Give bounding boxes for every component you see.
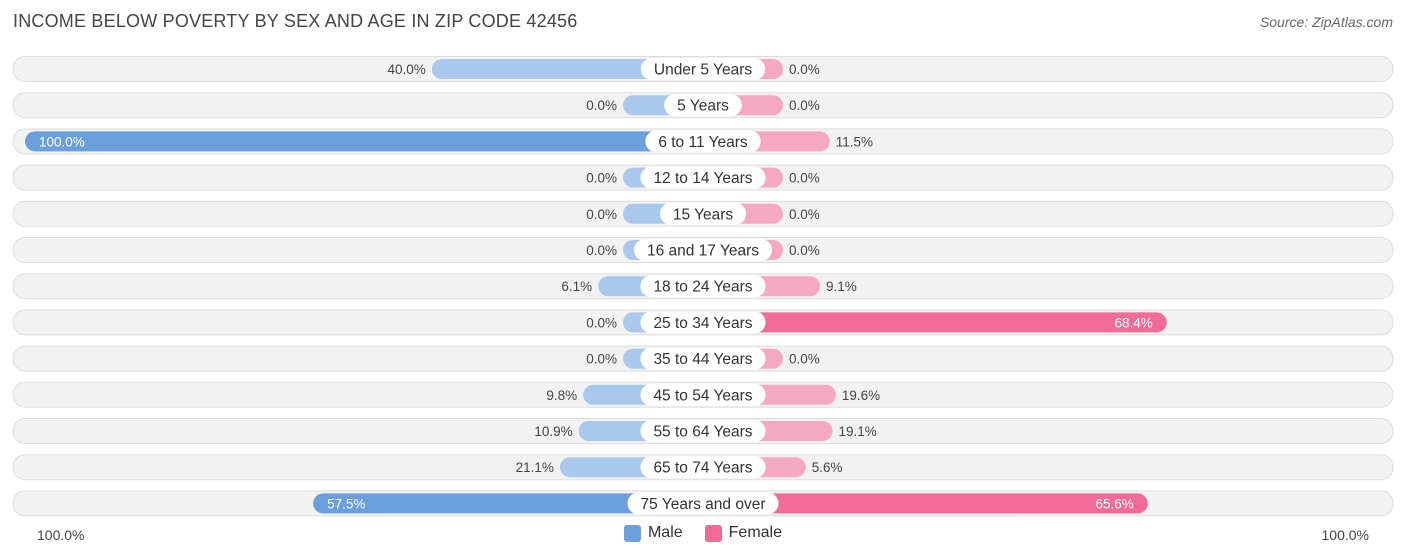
category-label-pill bbox=[640, 58, 766, 80]
legend-swatch-female bbox=[704, 524, 722, 542]
value-label-male: 0.0% bbox=[586, 171, 617, 186]
value-label-male: 57.5% bbox=[327, 496, 365, 511]
value-label-male: 0.0% bbox=[586, 98, 617, 113]
value-label-female: 0.0% bbox=[789, 243, 820, 258]
category-label: 15 Years bbox=[673, 206, 734, 223]
value-label-female: 0.0% bbox=[789, 171, 820, 186]
bar-male bbox=[431, 59, 703, 79]
category-label-pill bbox=[640, 311, 766, 334]
value-label-female: 5.6% bbox=[812, 460, 843, 475]
bar-female bbox=[703, 312, 1167, 333]
bar-male bbox=[25, 131, 703, 152]
category-label-pill bbox=[640, 166, 766, 189]
value-label-male: 9.8% bbox=[546, 388, 577, 403]
value-label-male: 0.0% bbox=[586, 315, 617, 330]
category-label-pill bbox=[640, 275, 766, 298]
category-label-pill bbox=[645, 130, 761, 153]
category-label-pill bbox=[640, 347, 766, 370]
category-label: 35 to 44 Years bbox=[653, 351, 752, 368]
value-label-male: 0.0% bbox=[586, 352, 617, 367]
value-label-male: 6.1% bbox=[561, 279, 592, 294]
legend-swatch-male bbox=[623, 524, 641, 542]
value-label-female: 0.0% bbox=[789, 207, 820, 222]
category-label-pill bbox=[640, 420, 766, 442]
chart-title: INCOME BELOW POVERTY BY SEX AND AGE IN Z… bbox=[13, 11, 578, 31]
category-label-pill bbox=[640, 383, 766, 406]
chart-source: Source: ZipAtlas.com bbox=[1259, 14, 1393, 30]
value-label-male: 21.1% bbox=[516, 460, 554, 475]
chart-area: Under 5 Years 40.0% 0.0% 5 Years 0.0% 0.0% 6 t… bbox=[12, 56, 1394, 517]
value-label-female: 19.6% bbox=[842, 388, 880, 403]
legend-label-male: Male bbox=[647, 524, 683, 541]
legend-item-female[interactable]: Female bbox=[704, 524, 783, 542]
legend-item-male[interactable]: Male bbox=[623, 524, 683, 542]
value-label-female: 11.5% bbox=[836, 134, 873, 149]
category-label-pill bbox=[664, 94, 742, 117]
value-label-female: 0.0% bbox=[789, 98, 820, 113]
category-label: 16 and 17 Years bbox=[647, 243, 759, 260]
category-label: 55 to 64 Years bbox=[653, 424, 752, 441]
value-label-female: 65.6% bbox=[1095, 496, 1133, 511]
category-label: 5 Years bbox=[677, 98, 729, 115]
value-label-male: 10.9% bbox=[534, 424, 572, 439]
category-label-pill bbox=[659, 202, 747, 225]
category-label: 75 Years and over bbox=[641, 496, 766, 513]
legend: Male Female bbox=[0, 524, 1406, 542]
value-label-female: 19.1% bbox=[838, 424, 876, 439]
value-label-male: 0.0% bbox=[586, 207, 617, 222]
axis-right-label: 100.0% bbox=[1321, 527, 1369, 543]
category-label: 65 to 74 Years bbox=[653, 460, 752, 477]
value-label-male: 100.0% bbox=[39, 134, 85, 149]
value-label-female: 0.0% bbox=[789, 352, 820, 367]
category-label: Under 5 Years bbox=[654, 62, 752, 79]
bar-male bbox=[313, 493, 703, 514]
value-label-female: 9.1% bbox=[826, 279, 857, 294]
legend-label-female: Female bbox=[728, 524, 783, 541]
value-label-female: 68.4% bbox=[1114, 315, 1152, 330]
value-label-male: 40.0% bbox=[388, 62, 426, 77]
category-label-pill bbox=[627, 492, 779, 515]
category-label: 12 to 14 Years bbox=[653, 170, 752, 187]
category-label-pill bbox=[640, 456, 766, 479]
category-label: 6 to 11 Years bbox=[658, 134, 748, 151]
axis-left-label: 100.0% bbox=[37, 527, 85, 543]
category-label: 45 to 54 Years bbox=[653, 387, 752, 404]
bar-female bbox=[703, 493, 1148, 514]
category-label: 18 to 24 Years bbox=[653, 279, 752, 296]
category-label-pill bbox=[633, 239, 773, 261]
value-label-male: 0.0% bbox=[586, 243, 617, 258]
value-label-female: 0.0% bbox=[789, 62, 820, 77]
category-label: 25 to 34 Years bbox=[653, 315, 752, 332]
